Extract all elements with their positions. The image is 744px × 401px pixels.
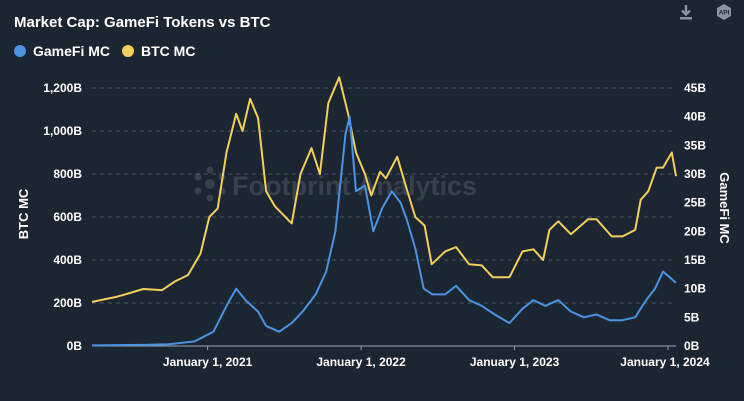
y-right-tick-label: 30B [684, 167, 706, 181]
y-left-ticks: 0B 200B 400B 600B 800B 1,000B 1,200B [43, 81, 82, 353]
x-ticks: January 1, 2021 January 1, 2022 January 1,… [163, 346, 710, 369]
y-left-tick-label: 400B [53, 253, 82, 267]
y-right-tick-label: 15B [684, 253, 706, 267]
y-left-axis-title: BTC MC [16, 188, 31, 239]
x-tick-label: January 1, 2021 [163, 355, 253, 369]
download-icon[interactable] [676, 2, 696, 22]
legend-item-gamefi[interactable]: GameFi MC [14, 43, 110, 59]
api-icon-label: API [719, 10, 730, 17]
series-line-gamefi-mc[interactable] [91, 115, 677, 347]
watermark: Footprint Analytics [194, 166, 477, 202]
gridlines [92, 87, 676, 347]
legend-dot-btc [122, 45, 135, 57]
chart-toolbar: API [676, 2, 734, 22]
y-right-tick-label: 5B [684, 310, 700, 324]
legend-label-btc: BTC MC [141, 43, 196, 59]
x-tick-label: January 1, 2024 [620, 355, 710, 369]
y-right-axis-title: GameFi MC [717, 172, 732, 244]
y-right-tick-label: 35B [684, 138, 706, 152]
api-icon[interactable]: API [714, 2, 734, 22]
x-tick-label: January 1, 2022 [316, 355, 406, 369]
y-right-ticks: 0B 5B 10B 15B 20B 25B 30B 35B 40B 45B [684, 81, 706, 353]
series-line-btc-mc[interactable] [91, 76, 677, 303]
legend-dot-gamefi [14, 45, 26, 57]
y-left-tick-label: 600B [53, 210, 82, 224]
legend-item-btc[interactable]: BTC MC [122, 43, 195, 59]
y-right-tick-label: 25B [684, 196, 706, 210]
y-right-tick-label: 45B [684, 81, 706, 95]
y-left-tick-label: 1,000B [43, 124, 82, 138]
y-left-tick-label: 1,200B [43, 81, 82, 95]
y-right-tick-label: 0B [684, 339, 700, 353]
y-right-tick-label: 20B [684, 224, 706, 238]
y-left-tick-label: 800B [53, 167, 82, 181]
y-left-tick-label: 200B [53, 296, 82, 310]
y-right-tick-label: 40B [684, 110, 706, 124]
series-lines [91, 76, 677, 347]
y-left-tick-label: 0B [67, 339, 83, 353]
x-tick-label: January 1, 2023 [470, 355, 560, 369]
chart-legend: GameFi MC BTC MC [14, 43, 207, 59]
chart-title: Market Cap: GameFi Tokens vs BTC [14, 14, 271, 31]
y-right-tick-label: 10B [684, 282, 706, 296]
legend-label-gamefi: GameFi MC [33, 43, 111, 59]
